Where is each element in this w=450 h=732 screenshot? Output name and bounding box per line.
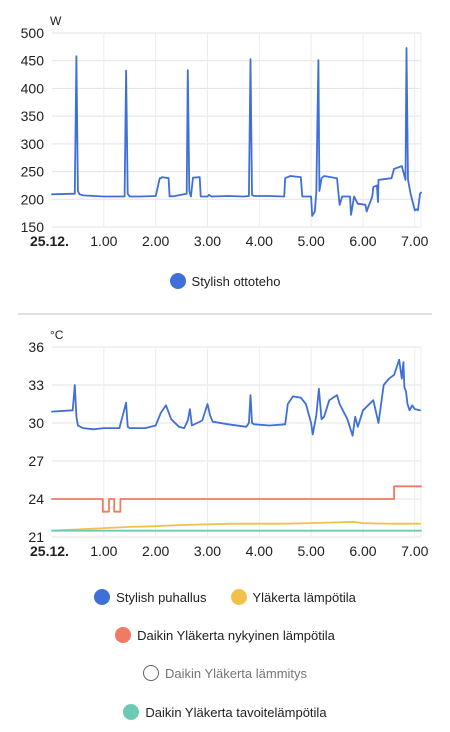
power-chart-panel: W 150 200 250 300 350 400 450 500 25.12. 1.00 2.00 3… (0, 0, 450, 300)
legend-item-1-0[interactable]: Daikin Yläkerta nykyinen lämpötila (115, 627, 335, 643)
power-x-tick-label: 25.12. (30, 233, 69, 249)
temperature-y-tick-label: 27 (28, 453, 44, 469)
legend-label: Stylish puhallus (116, 589, 207, 605)
power-y-tick-label: 250 (21, 164, 45, 180)
power-x-tick-label: 4.00 (246, 233, 273, 249)
power-y-tick-label: 200 (21, 191, 45, 207)
temperature-series-line-0 (51, 358, 421, 437)
power-y-tick-label: 150 (21, 219, 45, 235)
legend-item-0-1[interactable]: Yläkerta lämpötila (230, 589, 356, 605)
legend-row: Stylish puhallus Yläkerta lämpötila (0, 586, 450, 608)
power-y-tick-label: 350 (21, 108, 45, 124)
temperature-x-tick-label: 4.00 (246, 543, 273, 559)
temperature-y-tick-label: 33 (28, 377, 44, 393)
temperature-x-tick-label: 5.00 (298, 543, 325, 559)
chart-divider (18, 313, 432, 315)
temperature-x-tick-label: 25.12. (30, 543, 69, 559)
legend-item-2-0[interactable]: Daikin Yläkerta lämmitys (142, 665, 308, 681)
power-y-tick-label: 400 (21, 80, 45, 96)
temperature-chart-panel: °C 21 24 27 30 33 36 25.12. 1.00 2.00 3.00 4.00 5.00… (0, 318, 450, 732)
temperature-x-tick-label: 1.00 (90, 543, 117, 559)
legend-item-3-0[interactable]: Daikin Yläkerta tavoitelämpötila (123, 704, 327, 720)
legend-item-0-0[interactable]: Stylish puhallus (94, 589, 207, 605)
power-y-tick-label: 500 (21, 25, 45, 41)
legend-label: Daikin Yläkerta lämmitys (164, 665, 308, 681)
power-unit-label: W (50, 14, 62, 28)
power-chart-legend: Stylish ottoteho (0, 270, 450, 292)
temperature-series-line-2 (51, 485, 422, 513)
legend-marker-icon (123, 704, 140, 720)
legend-row: Daikin Yläkerta lämmitys (0, 662, 450, 684)
legend-marker-icon (94, 589, 111, 605)
legend-row: Daikin Yläkerta tavoitelämpötila (0, 701, 450, 723)
legend-marker-icon (142, 665, 159, 681)
temperature-chart[interactable]: °C 21 24 27 30 33 36 25.12. 1.00 2.00 3.00 4.00 5.00… (0, 318, 450, 568)
legend-label: Stylish ottoteho (191, 273, 281, 289)
legend-row: Daikin Yläkerta nykyinen lämpötila (0, 624, 450, 646)
temperature-unit-label: °C (50, 328, 64, 342)
temperature-x-tick-label: 6.00 (349, 543, 376, 559)
power-chart[interactable]: W 150 200 250 300 350 400 450 500 25.12. 1.00 2.00 3… (0, 0, 450, 260)
legend-label: Daikin Yläkerta nykyinen lämpötila (137, 627, 335, 643)
power-x-tick-label: 5.00 (298, 233, 325, 249)
temperature-x-tick-label: 3.00 (194, 543, 221, 559)
power-series-line-0 (51, 47, 422, 217)
legend-marker-icon (230, 589, 247, 605)
power-x-tick-label: 6.00 (349, 233, 376, 249)
temperature-y-tick-label: 36 (28, 339, 44, 355)
legend-item-ottoteho[interactable]: Stylish ottoteho (169, 273, 281, 289)
power-x-tick-label: 3.00 (194, 233, 221, 249)
power-y-tick-label: 300 (21, 136, 45, 152)
legend-marker-icon (115, 627, 132, 643)
temperature-x-tick-label: 2.00 (142, 543, 169, 559)
power-x-tick-label: 2.00 (142, 233, 169, 249)
power-x-tick-label: 1.00 (90, 233, 117, 249)
power-x-tick-label: 7.00 (401, 233, 428, 249)
temperature-y-tick-label: 21 (28, 529, 44, 545)
legend-label: Daikin Yläkerta tavoitelämpötila (145, 704, 327, 720)
temperature-x-tick-label: 7.00 (401, 543, 428, 559)
legend-label: Yläkerta lämpötila (252, 589, 356, 605)
temperature-series-line-1 (51, 520, 421, 532)
legend-marker-icon (169, 273, 186, 289)
temperature-y-tick-label: 30 (28, 415, 44, 431)
temperature-y-tick-label: 24 (28, 491, 44, 507)
power-y-tick-label: 450 (21, 53, 45, 69)
